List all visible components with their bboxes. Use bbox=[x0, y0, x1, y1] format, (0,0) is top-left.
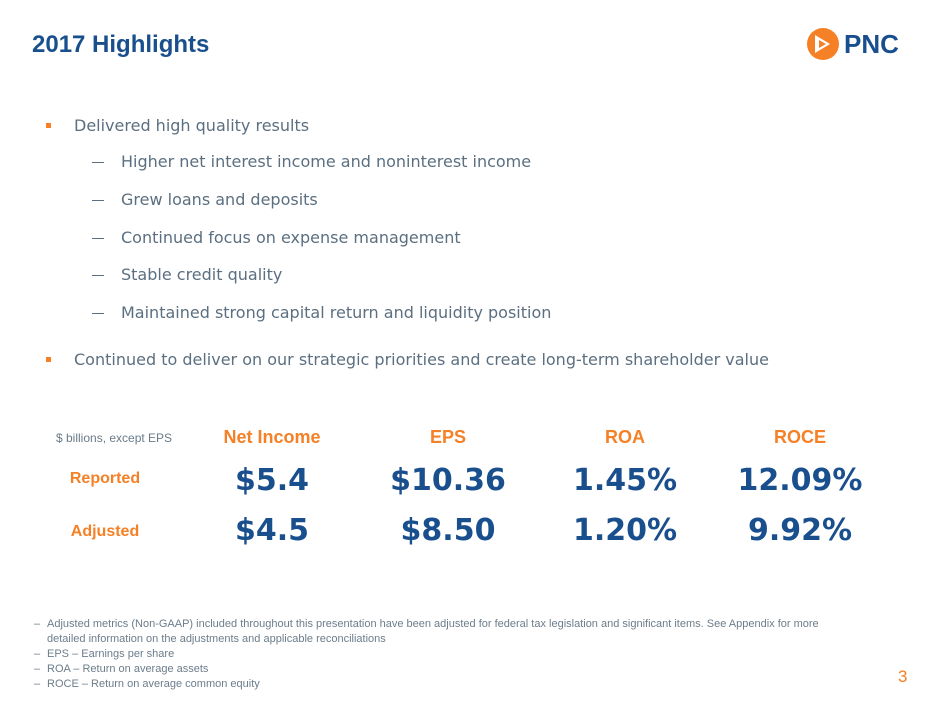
page-number: 3 bbox=[898, 667, 908, 686]
sub-bullet-text: Stable credit quality bbox=[121, 265, 283, 284]
dash-bullet-icon bbox=[92, 162, 104, 163]
sub-bullet-text: Higher net interest income and nonintere… bbox=[121, 152, 532, 171]
sub-bullet-text: Grew loans and deposits bbox=[121, 190, 318, 209]
column-header-net-income: Net Income bbox=[223, 427, 321, 447]
footnote-item: – Adjusted metrics (Non-GAAP) included t… bbox=[34, 617, 819, 647]
footnote-dash: – bbox=[34, 663, 41, 675]
column-header-eps: EPS bbox=[429, 427, 467, 447]
reported-eps: $10.36 bbox=[390, 463, 506, 498]
footnote-dash: – bbox=[34, 618, 41, 630]
footnote-dash: – bbox=[34, 648, 41, 660]
footnote-dash: – bbox=[34, 678, 41, 690]
sub-bullet-text: Maintained strong capital return and liq… bbox=[121, 303, 552, 322]
dash-bullet-icon bbox=[92, 238, 104, 239]
logo-wordmark: PNC bbox=[844, 28, 899, 59]
footnote-text: Adjusted metrics (Non-GAAP) included thr… bbox=[47, 618, 819, 630]
row-label-adjusted: Adjusted bbox=[70, 523, 140, 540]
dash-bullet-icon bbox=[92, 275, 104, 276]
footnote-text: ROCE – Return on average common equity bbox=[47, 678, 260, 690]
footnote-item: – EPS – Earnings per share bbox=[34, 647, 819, 662]
dash-bullet-icon bbox=[92, 200, 104, 201]
bullet-text: Delivered high quality results bbox=[74, 116, 310, 135]
reported-net-income: $5.4 bbox=[234, 463, 310, 498]
pnc-mark-icon bbox=[807, 28, 839, 60]
square-bullet-icon bbox=[46, 357, 51, 362]
row-label-reported: Reported bbox=[69, 470, 141, 487]
reported-roa: 1.45% bbox=[572, 463, 678, 498]
adjusted-net-income: $4.5 bbox=[234, 513, 310, 548]
pnc-logo: PNC bbox=[806, 27, 899, 61]
adjusted-eps: $8.50 bbox=[400, 513, 496, 548]
column-header-roa: ROA bbox=[605, 427, 645, 447]
footnote-text: EPS – Earnings per share bbox=[47, 648, 175, 660]
dash-bullet-icon bbox=[92, 313, 104, 314]
adjusted-roa: 1.20% bbox=[572, 513, 678, 548]
adjusted-roce: 9.92% bbox=[747, 513, 853, 548]
bullet-text: Continued to deliver on our strategic pr… bbox=[74, 350, 769, 369]
footnote-item: – ROCE – Return on average common equity bbox=[34, 677, 819, 692]
footnotes: – Adjusted metrics (Non-GAAP) included t… bbox=[34, 617, 819, 692]
square-bullet-icon bbox=[46, 123, 51, 128]
footnote-text: detailed information on the adjustments … bbox=[47, 633, 386, 645]
reported-roce: 12.09% bbox=[737, 463, 863, 498]
sub-bullet-text: Continued focus on expense management bbox=[121, 228, 461, 247]
unit-note: $ billions, except EPS bbox=[56, 431, 173, 445]
page-title: 2017 Highlights bbox=[32, 31, 210, 58]
column-header-roce: ROCE bbox=[773, 427, 826, 447]
footnote-item: – ROA – Return on average assets bbox=[34, 662, 819, 677]
footnote-text: ROA – Return on average assets bbox=[47, 663, 209, 675]
